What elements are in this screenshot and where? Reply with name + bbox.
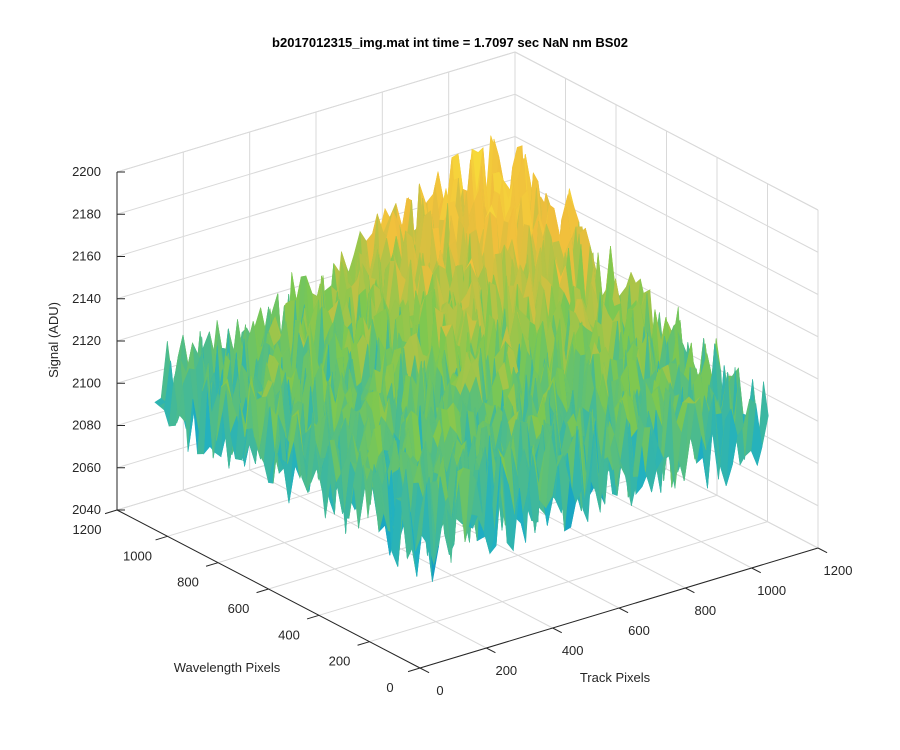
x-tick-mark: [552, 627, 562, 634]
z-tick-label: 2080: [72, 418, 101, 433]
z-tick-label: 2140: [72, 291, 101, 306]
y-tick-label: 800: [177, 575, 199, 590]
x-tick-mark: [486, 647, 496, 654]
x-tick-mark: [618, 607, 629, 614]
x-tick-mark: [685, 587, 695, 594]
y-tick-mark: [104, 509, 118, 515]
z-tick-label: 2160: [72, 249, 101, 264]
z-axis-label: Signal (ADU): [46, 302, 61, 378]
y-tick-label: 0: [386, 680, 393, 695]
z-tick-label: 2120: [72, 333, 101, 348]
y-tick-mark: [306, 614, 320, 620]
y-tick-label: 200: [329, 654, 351, 669]
z-tick-label: 2060: [72, 460, 101, 475]
box-edge-top-back: [116, 51, 516, 173]
y-tick-label: 600: [228, 601, 250, 616]
x-tick-label: 1200: [824, 563, 853, 578]
x-tick-mark: [419, 667, 430, 674]
z-tick-label: 2100: [72, 375, 101, 390]
z-tick-label: 2200: [72, 164, 101, 179]
y-tick-label: 1000: [123, 548, 152, 563]
z-tick-label: 2180: [72, 206, 101, 221]
grid-line-floor-y: [369, 521, 768, 643]
x-tick-mark: [817, 547, 828, 554]
grid-line-back-z: [116, 93, 516, 215]
x-tick-label: 600: [628, 623, 650, 638]
grid-line-floor-y: [318, 494, 718, 616]
labels-layer: b2017012315_img.mat int time = 1.7097 se…: [46, 35, 852, 698]
x-tick-label: 200: [495, 663, 517, 678]
y-tick-mark: [155, 535, 168, 541]
z-tick-label: 2040: [72, 502, 101, 517]
y-axis-label: Wavelength Pixels: [174, 660, 281, 675]
x-tick-label: 400: [562, 643, 584, 658]
y-tick-label: 1200: [73, 522, 102, 537]
axes-layer: [104, 171, 828, 674]
surface-layer: [154, 135, 769, 582]
y-tick-mark: [407, 667, 421, 673]
x-axis-label: Track Pixels: [580, 670, 651, 685]
grid-line-back-z: [116, 136, 516, 257]
y-tick-mark: [357, 641, 370, 646]
x-tick-mark: [751, 567, 761, 574]
box-edge-top-side: [514, 51, 819, 211]
x-tick-label: 1000: [757, 583, 786, 598]
x-tick-label: 0: [436, 683, 443, 698]
x-tick-label: 800: [694, 603, 716, 618]
chart-title: b2017012315_img.mat int time = 1.7097 se…: [272, 35, 628, 50]
grid-line-side-z: [514, 93, 819, 253]
y-tick-label: 400: [278, 627, 300, 642]
y-tick-mark: [256, 588, 269, 594]
y-tick-mark: [205, 562, 219, 567]
surface-patch: [415, 481, 427, 552]
grid-line-side-z: [514, 136, 819, 295]
